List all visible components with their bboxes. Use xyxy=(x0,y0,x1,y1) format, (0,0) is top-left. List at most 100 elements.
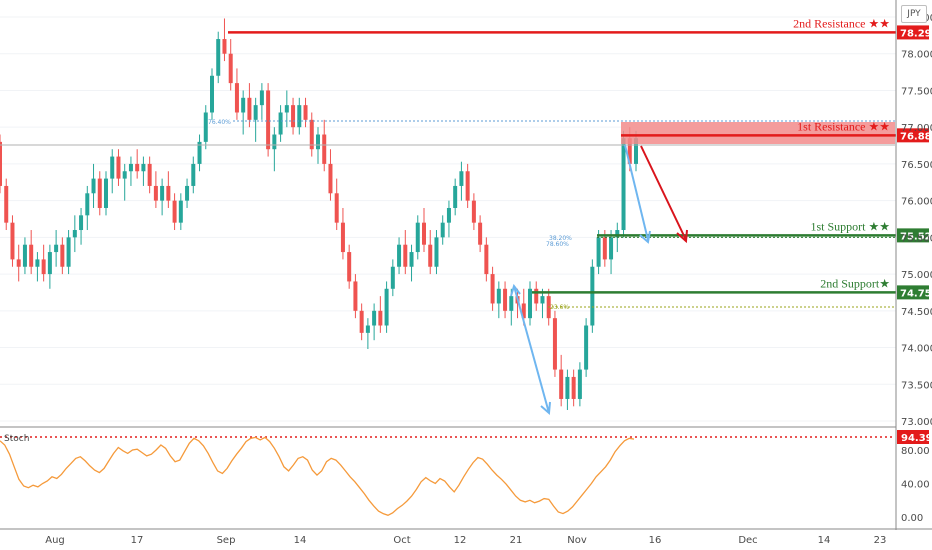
candle xyxy=(490,266,495,311)
candle xyxy=(266,83,271,157)
level-2nd-support: 2nd Support★ 74.751 xyxy=(532,276,932,300)
candle xyxy=(378,296,383,333)
stoch-tick-label: 0.00 xyxy=(901,513,923,524)
price-tick-label: 77.500 xyxy=(901,86,932,97)
candle xyxy=(160,178,165,216)
candle xyxy=(35,252,40,282)
candle xyxy=(72,215,77,253)
candle xyxy=(559,354,564,407)
level-1st-resistance: 1st Resistance ★★ 76.889 xyxy=(621,119,932,143)
candle xyxy=(577,362,582,407)
candle xyxy=(147,156,152,194)
candle xyxy=(191,156,196,194)
candle xyxy=(91,163,96,208)
stoch-line xyxy=(0,436,635,517)
candle xyxy=(621,130,626,238)
time-tick-label: 12 xyxy=(454,535,467,546)
time-tick-label: Oct xyxy=(393,535,410,546)
candle xyxy=(278,105,283,142)
candle xyxy=(397,237,402,275)
price-tick-label: 75.000 xyxy=(901,270,932,281)
candle xyxy=(565,369,570,410)
price-tag-text: 78.290 xyxy=(900,28,932,39)
candle xyxy=(185,178,190,208)
fib-label-236: 23.6% xyxy=(550,304,569,311)
candle xyxy=(428,230,433,275)
level-2nd-resistance: 2nd Resistance ★★ 78.290 xyxy=(228,16,932,40)
price-tag xyxy=(897,228,929,243)
candle xyxy=(322,119,327,172)
candle xyxy=(478,215,483,253)
levels-group: 2nd Resistance ★★ 78.290 1st Resistance ★★… xyxy=(228,16,932,300)
candle xyxy=(484,237,489,282)
candle xyxy=(353,274,358,319)
fib-label-764: 76.40% xyxy=(208,119,231,126)
time-tick-label: 14 xyxy=(294,535,307,546)
stoch-panel xyxy=(0,436,635,517)
candle xyxy=(334,178,339,231)
price-tick-label: 73.000 xyxy=(901,417,932,428)
candle xyxy=(41,244,46,282)
price-tick-label: 75.500 xyxy=(901,233,932,244)
candle xyxy=(465,163,470,208)
candle xyxy=(54,230,59,267)
candle xyxy=(116,149,121,186)
stoch-value-tag: 94.39 xyxy=(897,430,932,444)
candle xyxy=(403,230,408,275)
stoch-tag-text: 94.39 xyxy=(901,433,932,444)
candle xyxy=(590,259,595,333)
candle xyxy=(534,281,539,311)
candle xyxy=(384,281,389,333)
candle xyxy=(85,185,90,231)
candle xyxy=(178,193,183,231)
price-axis: 78.50078.00077.50077.00076.50076.00075.5… xyxy=(901,13,932,428)
candle xyxy=(365,318,370,350)
candle xyxy=(10,215,15,267)
candle xyxy=(496,281,501,319)
level-label: 2nd Support★ xyxy=(820,276,890,290)
candle xyxy=(316,127,320,164)
price-tick-label: 78.000 xyxy=(901,50,932,61)
level-label: 1st Support ★★ xyxy=(810,219,890,233)
candle xyxy=(234,68,239,120)
candle xyxy=(609,230,614,275)
price-tick-label: 73.500 xyxy=(901,380,932,391)
fib-label-382: 38.20% xyxy=(549,235,572,242)
candle xyxy=(540,288,545,319)
price-tag xyxy=(897,25,929,40)
time-tick-label: 17 xyxy=(131,535,144,546)
candle xyxy=(340,207,345,260)
candle xyxy=(259,83,264,120)
level-label: 1st Resistance ★★ xyxy=(797,119,890,133)
time-tick-label: Aug xyxy=(45,535,65,546)
candle xyxy=(172,193,177,231)
candle xyxy=(0,134,2,194)
grid xyxy=(0,16,896,422)
price-tag-text: 75.527 xyxy=(900,231,932,242)
candle xyxy=(584,318,589,377)
time-tick-label: 14 xyxy=(818,535,831,546)
currency-badge[interactable]: JPY xyxy=(901,5,927,23)
candle xyxy=(216,31,221,84)
candle xyxy=(228,39,233,91)
candle xyxy=(79,207,84,245)
candle xyxy=(297,97,302,135)
candle xyxy=(110,149,115,194)
candle xyxy=(422,207,426,253)
stoch-tick-label: 40.00 xyxy=(901,480,930,491)
candle xyxy=(16,244,21,282)
price-tick-label: 74.500 xyxy=(901,307,932,318)
level-label: 2nd Resistance ★★ xyxy=(793,16,890,30)
candle xyxy=(122,163,127,201)
candle xyxy=(29,230,34,275)
candle xyxy=(66,230,71,275)
candle xyxy=(528,281,532,326)
time-tick-label: 23 xyxy=(874,535,887,546)
fib-lines xyxy=(0,120,895,438)
candle xyxy=(128,156,133,186)
candle xyxy=(552,310,557,377)
resistance-zone xyxy=(621,122,895,144)
candle xyxy=(571,369,576,407)
time-tick-label: 21 xyxy=(510,535,523,546)
